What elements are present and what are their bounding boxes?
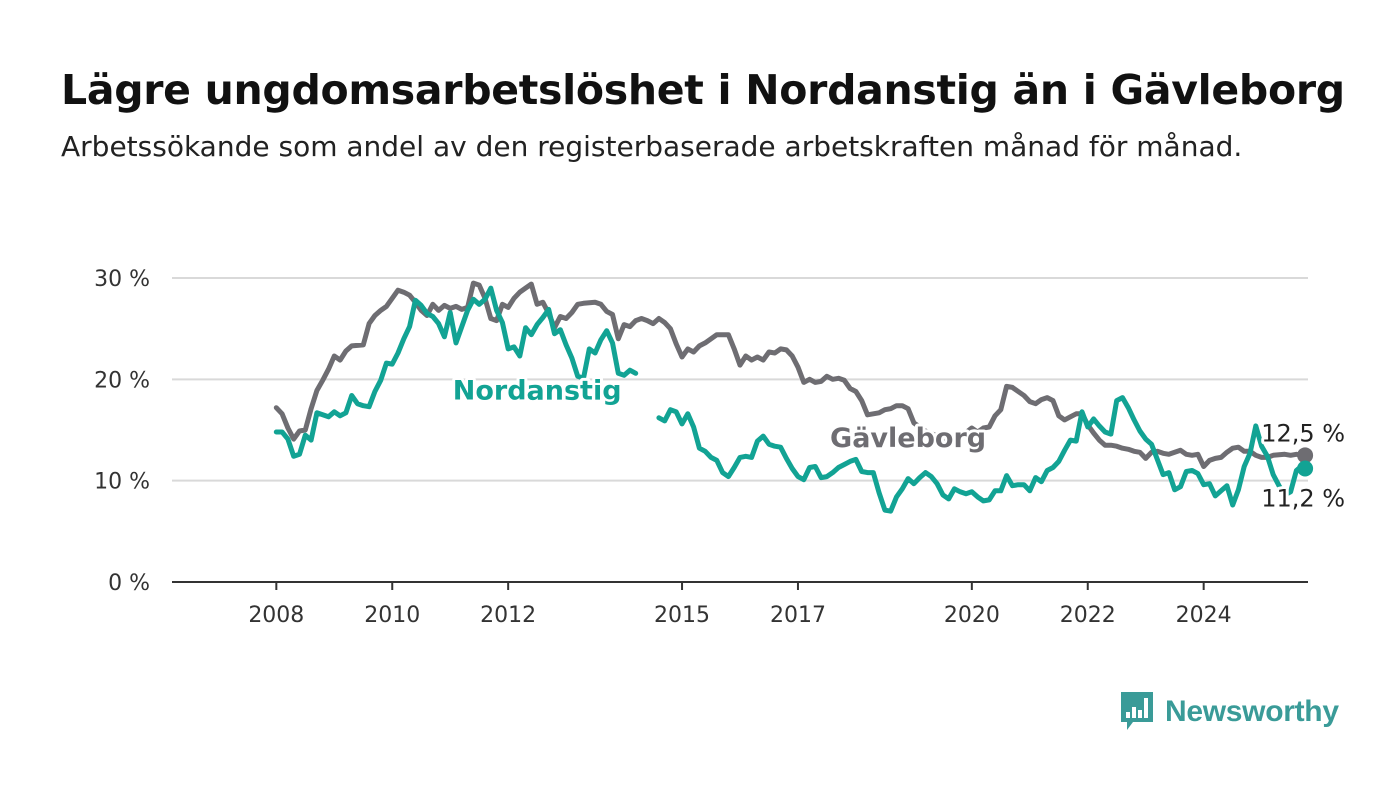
newsworthy-brand[interactable]: Newsworthy xyxy=(1119,690,1339,734)
x-tick-label: 2008 xyxy=(248,603,304,628)
x-tick-label: 2024 xyxy=(1176,603,1232,628)
y-tick-label: 30 % xyxy=(94,267,150,292)
x-tick-label: 2010 xyxy=(364,603,420,628)
end-value-label: 11,2 % xyxy=(1261,485,1345,513)
end-point-marker xyxy=(1297,447,1314,464)
series-label: Nordanstig xyxy=(453,376,622,407)
y-tick-label: 10 % xyxy=(94,470,150,495)
newsworthy-logo-icon xyxy=(1121,692,1153,730)
x-tick-label: 2022 xyxy=(1060,603,1116,628)
chart-title: Lägre ungdomsarbetslöshet i Nordanstig ä… xyxy=(61,66,1345,114)
y-tick-label: 0 % xyxy=(108,571,150,596)
end-value-label: 12,5 % xyxy=(1261,419,1345,447)
x-tick-label: 2015 xyxy=(654,603,710,628)
series-line-gvleborg xyxy=(273,280,1308,469)
chart-subtitle: Arbetssökande som andel av den registerb… xyxy=(61,130,1243,163)
series-line-nordanstig xyxy=(273,285,1308,514)
x-tick-label: 2017 xyxy=(770,603,826,628)
series-label: Gävleborg xyxy=(830,423,986,454)
end-point-marker xyxy=(1297,460,1314,477)
x-tick-label: 2012 xyxy=(480,603,536,628)
x-tick-label: 2020 xyxy=(944,603,1000,628)
y-tick-label: 20 % xyxy=(94,368,150,393)
brand-name: Newsworthy xyxy=(1165,695,1339,728)
